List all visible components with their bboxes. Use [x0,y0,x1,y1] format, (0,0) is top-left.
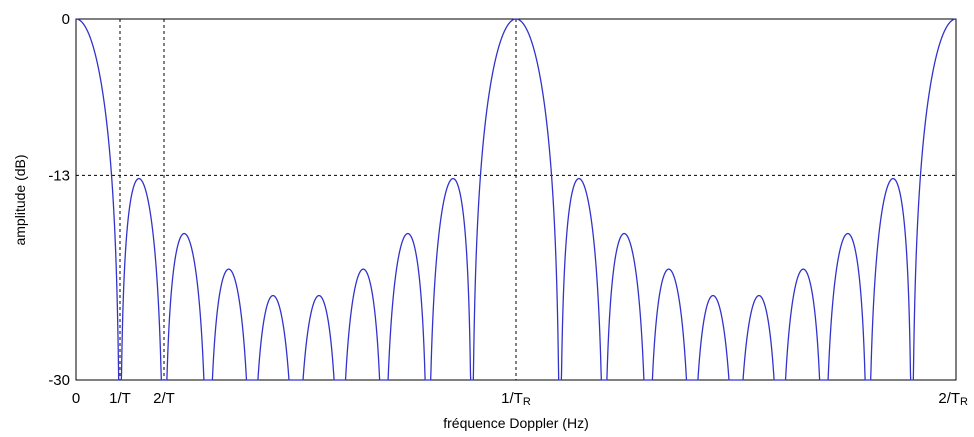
x-tick-label: 1/TR [501,390,531,408]
x-tick-label: 2/TR [938,390,968,408]
x-tick-label: 0 [72,390,80,407]
y-tick-label: -13 [48,167,70,184]
x-axis-label: fréquence Doppler (Hz) [443,415,589,431]
y-tick-label: -30 [48,372,70,389]
y-axis-label: amplitude (dB) [12,154,28,245]
reference-lines [76,19,956,380]
y-tick-label: 0 [62,11,70,28]
series-line [76,18,956,381]
y-tick-labels: 0 -13 -30 [48,11,70,389]
x-tick-labels: 0 1/T 2/T 1/TR 2/TR [72,390,968,408]
x-tick-label: 1/T [109,390,131,407]
x-tick-label: 2/T [153,390,175,407]
